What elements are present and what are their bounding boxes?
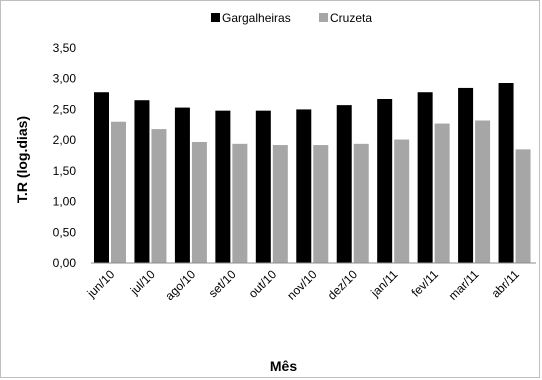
bar-cruzeta-jul/10	[151, 129, 167, 263]
x-tick-label: set/10	[206, 267, 239, 300]
bar-gargalheiras-set/10	[215, 110, 231, 264]
x-axis-ticks: jun/10 jul/10 ago/10 set/10 out/10 nov/10 dez/…	[84, 267, 523, 303]
y-tick-label: 3,00	[53, 72, 77, 86]
bar-gargalheiras-dez/10	[336, 105, 352, 263]
x-tick-label: jul/10	[127, 267, 158, 298]
y-axis-ticks: 0,00 0,50 1,00 1,50 2,00 2,50 3,00 3,50	[53, 41, 77, 270]
legend-swatch-gargalheiras	[211, 13, 220, 22]
x-tick-label: fev/11	[409, 267, 442, 300]
y-axis-title: T.R (log.dias)	[14, 116, 30, 203]
bar-cruzeta-fev/11	[434, 123, 450, 263]
legend-label-cruzeta: Cruzeta	[330, 11, 372, 25]
y-tick-label: 1,00	[53, 195, 77, 209]
y-tick-label: 1,50	[53, 164, 77, 178]
bar-cruzeta-mar/11	[475, 120, 491, 263]
x-tick-label: nov/10	[284, 267, 320, 303]
bar-gargalheiras-nov/10	[296, 109, 312, 263]
bar-cruzeta-abr/11	[515, 149, 531, 263]
x-tick-label: mar/11	[446, 267, 482, 303]
y-tick-label: 2,50	[53, 102, 77, 116]
bar-gargalheiras-ago/10	[174, 107, 190, 263]
bar-gargalheiras-out/10	[255, 110, 271, 264]
bar-cruzeta-ago/10	[191, 141, 207, 263]
legend-swatch-cruzeta	[319, 13, 328, 22]
x-tick-label: out/10	[246, 267, 280, 301]
bar-cruzeta-set/10	[232, 143, 248, 263]
bar-cruzeta-dez/10	[353, 143, 369, 263]
x-tick-label: jan/11	[367, 267, 400, 300]
x-axis-title: Mês	[270, 358, 297, 374]
y-tick-label: 0,00	[53, 256, 77, 270]
bar-cruzeta-nov/10	[313, 145, 329, 263]
x-tick-label: ago/10	[162, 267, 198, 303]
legend: Gargalheiras Cruzeta	[211, 11, 372, 25]
bar-gargalheiras-jun/10	[94, 92, 109, 263]
bar-gargalheiras-jul/10	[134, 100, 150, 263]
bar-cruzeta-out/10	[272, 145, 288, 263]
x-tick-label: abr/11	[489, 267, 523, 301]
bar-gargalheiras-fev/11	[417, 92, 433, 263]
bar-cruzeta-jun/10	[111, 121, 126, 263]
x-tick-label: dez/10	[325, 267, 361, 303]
bar-gargalheiras-abr/11	[498, 83, 514, 263]
y-tick-label: 0,50	[53, 225, 77, 239]
bar-gargalheiras-jan/11	[377, 98, 393, 263]
y-tick-label: 2,00	[53, 133, 77, 147]
legend-label-gargalheiras: Gargalheiras	[222, 11, 291, 25]
bar-gargalheiras-mar/11	[458, 87, 474, 263]
bars	[94, 83, 531, 264]
x-tick-label: jun/10	[84, 267, 118, 301]
bar-cruzeta-jan/11	[394, 139, 410, 263]
y-tick-label: 3,50	[53, 41, 77, 55]
